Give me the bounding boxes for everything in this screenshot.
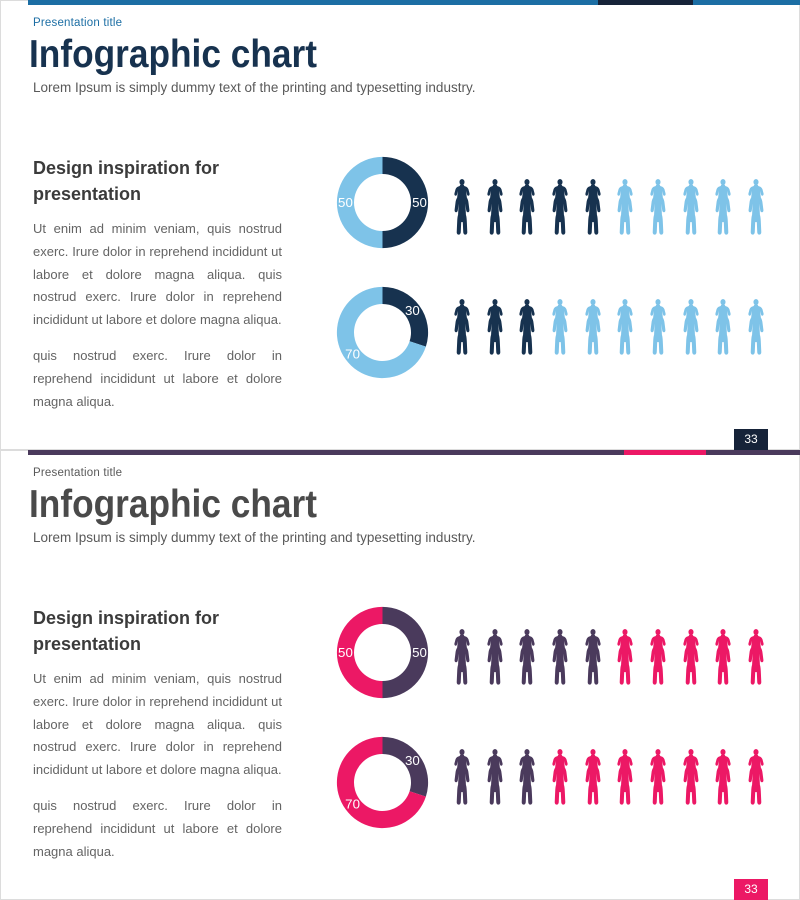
svg-text:30: 30: [405, 303, 420, 318]
svg-text:50: 50: [412, 195, 427, 210]
svg-text:50: 50: [338, 195, 353, 210]
svg-text:50: 50: [338, 645, 353, 660]
svg-text:70: 70: [345, 797, 360, 812]
svg-text:30: 30: [405, 753, 420, 768]
svg-text:50: 50: [412, 645, 427, 660]
svg-text:70: 70: [345, 347, 360, 362]
